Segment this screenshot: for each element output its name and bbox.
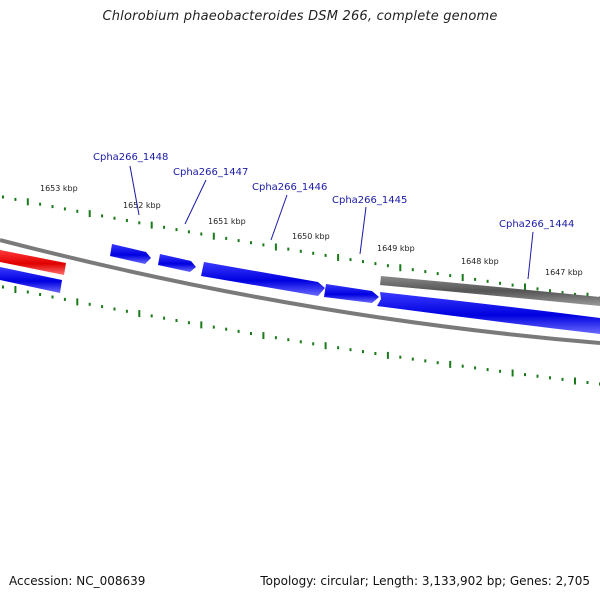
- leader-line-cpha266-1448: [129, 165, 140, 216]
- cds-arrow-cpha266-1448: [110, 244, 151, 264]
- gene-label-cpha266-1448: Cpha266_1448: [93, 152, 168, 163]
- leader-line-cpha266-1444: [527, 231, 534, 280]
- topology-text: Topology: circular; Length: 3,133,902 bp…: [260, 574, 590, 588]
- blue-feature-left: [0, 267, 62, 293]
- inner-scale-ticks: [2, 285, 600, 386]
- genome-backbone: [0, 238, 600, 345]
- scale-label-1648: 1648 kbp: [461, 257, 499, 266]
- scale-label-1652: 1652 kbp: [123, 201, 161, 210]
- scale-label-1651: 1651 kbp: [208, 217, 246, 226]
- leader-line-cpha266-1446: [270, 194, 288, 241]
- leader-line-cpha266-1445: [359, 206, 367, 255]
- gene-label-cpha266-1446: Cpha266_1446: [252, 182, 327, 193]
- red-feature: [0, 250, 66, 275]
- gene-label-cpha266-1447: Cpha266_1447: [173, 167, 248, 178]
- accession-text: Accession: NC_008639: [9, 574, 146, 588]
- cds-arrow-cpha266-1447: [158, 254, 196, 272]
- cds-arrow-cpha266-1446: [201, 262, 325, 296]
- scale-label-1650: 1650 kbp: [292, 232, 330, 241]
- outer-scale-ticks: [2, 195, 600, 300]
- map-title: Chlorobium phaeobacteroides DSM 266, com…: [102, 9, 498, 24]
- leader-line-cpha266-1447: [184, 179, 207, 225]
- scale-label-1649: 1649 kbp: [377, 244, 415, 253]
- gene-label-cpha266-1444: Cpha266_1444: [499, 219, 574, 230]
- cds-arrow-cpha266-1444: [377, 292, 600, 334]
- gene-label-cpha266-1445: Cpha266_1445: [332, 195, 407, 206]
- scale-label-1653: 1653 kbp: [40, 184, 78, 193]
- scale-label-1647: 1647 kbp: [545, 268, 583, 277]
- cds-arrow-cpha266-1445: [324, 284, 379, 303]
- gray-feature-track: [380, 276, 600, 306]
